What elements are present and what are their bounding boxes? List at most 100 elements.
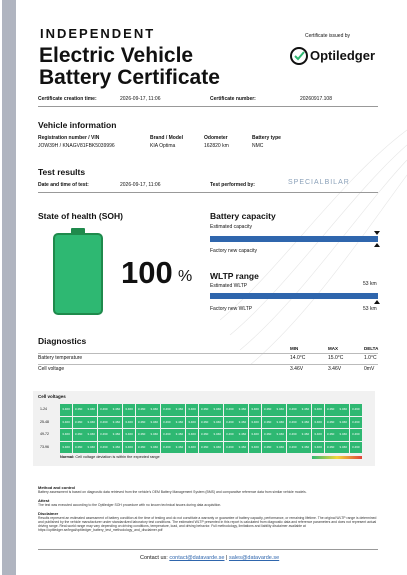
email[interactable]: contact@datavarde.se [169, 555, 225, 561]
cell: 3.460 [261, 441, 274, 453]
cell: 3.460 [135, 404, 148, 416]
kicker: INDEPENDENT [40, 26, 156, 41]
cell: 3.460 [312, 441, 324, 453]
cell: 3.460 [198, 441, 211, 453]
value: 53 km [363, 306, 377, 312]
label: Certificate creation time: [38, 96, 97, 102]
cell: 3.460 [349, 441, 362, 453]
cell: 3.460 [249, 404, 261, 416]
cell: 3.460 [160, 441, 173, 453]
cell: 3.460 [123, 416, 135, 428]
cell: 3.460 [160, 429, 173, 441]
marker [374, 243, 380, 247]
cell: 3.460 [173, 429, 186, 441]
cell-value: 3.46V [328, 366, 342, 372]
cell: 3.460 [173, 404, 186, 416]
section-title: State of health (SOH) [38, 211, 124, 221]
cell: 3.460 [337, 416, 350, 428]
wltp-bar [210, 293, 378, 299]
divider [38, 549, 378, 550]
cell: 3.460 [60, 441, 72, 453]
title-line: Battery Certificate [39, 66, 220, 89]
column-label: Brand / Model [150, 135, 184, 141]
legend: Normal: Cell voltage deviation is within… [60, 455, 160, 459]
cell: 3.460 [236, 416, 249, 428]
cell: 3.460 [286, 429, 299, 441]
cell: 3.460 [186, 429, 198, 441]
cell: 3.460 [286, 416, 299, 428]
cell: 3.460 [324, 404, 337, 416]
cell: 3.460 [148, 429, 161, 441]
cell: 3.460 [223, 441, 236, 453]
marker [374, 231, 380, 235]
cell: 3.460 [286, 404, 299, 416]
soh-value: 100 [121, 255, 173, 290]
cell: 3.460 [312, 429, 324, 441]
cell: 3.460 [60, 429, 72, 441]
cell: 3.460 [148, 404, 161, 416]
battery-icon [53, 233, 103, 315]
note-text: The test was executed according to the O… [38, 503, 222, 507]
column-header: DELTA [364, 346, 379, 351]
cell: 3.460 [72, 404, 85, 416]
cell: 3.460 [337, 429, 350, 441]
cell: 3.460 [198, 429, 211, 441]
tester-logo: SPECIALBILAR [288, 179, 350, 186]
cell: 3.460 [173, 441, 186, 453]
cell: 3.460 [186, 441, 198, 453]
divider [38, 364, 378, 365]
cell-voltages-panel [33, 391, 375, 466]
cell: 3.460 [249, 416, 261, 428]
cell: 3.460 [123, 429, 135, 441]
row-label: 1-24 [40, 407, 48, 411]
cell: 3.460 [97, 429, 110, 441]
cell: 3.460 [236, 441, 249, 453]
cell: 3.460 [135, 429, 148, 441]
row-label: Battery temperature [38, 355, 83, 361]
cell: 3.460 [135, 441, 148, 453]
cell: 3.460 [261, 404, 274, 416]
cell: 3.460 [236, 429, 249, 441]
cell: 3.460 [211, 404, 224, 416]
cell: 3.460 [349, 429, 362, 441]
legend-scale [312, 456, 362, 459]
label: Date and time of test: [38, 182, 89, 188]
section-title: Battery capacity [210, 211, 276, 221]
column-value: NMC [252, 143, 264, 149]
cell: 3.460 [97, 441, 110, 453]
cell: 3.460 [299, 404, 312, 416]
email[interactable]: sales@datavarde.se [228, 555, 280, 561]
cell: 3.460 [349, 416, 362, 428]
divider [38, 353, 378, 354]
value: 53 km [363, 281, 377, 287]
separator: | [226, 555, 228, 561]
section-title: Vehicle information [38, 120, 117, 130]
note-text: Results represent an estimated assessmen… [38, 516, 377, 532]
cell-value: 0mV [364, 366, 375, 372]
cell: 3.460 [135, 416, 148, 428]
cell: 3.460 [299, 416, 312, 428]
title-line: Electric Vehicle [39, 44, 194, 67]
cell: 3.460 [261, 416, 274, 428]
cell: 3.460 [72, 441, 85, 453]
cell: 3.460 [72, 429, 85, 441]
cell: 3.460 [249, 429, 261, 441]
cell: 3.460 [286, 441, 299, 453]
cell: 3.460 [223, 429, 236, 441]
divider [38, 106, 378, 107]
column-label: Odometer [204, 135, 228, 141]
column-label: Battery type [252, 135, 281, 141]
section-title: Diagnostics [38, 336, 87, 346]
cell: 3.460 [337, 404, 350, 416]
cell: 3.460 [249, 441, 261, 453]
cell: 3.460 [312, 416, 324, 428]
cell: 3.460 [85, 441, 98, 453]
label: Estimated WLTP [210, 283, 248, 289]
cell: 3.460 [60, 416, 72, 428]
cell: 3.460 [160, 416, 173, 428]
cell: 3.460 [160, 404, 173, 416]
cell: 3.460 [85, 416, 98, 428]
label: Certificate number: [210, 96, 256, 102]
column-label: Registration number / VIN [38, 135, 100, 141]
cell: 3.460 [274, 404, 287, 416]
